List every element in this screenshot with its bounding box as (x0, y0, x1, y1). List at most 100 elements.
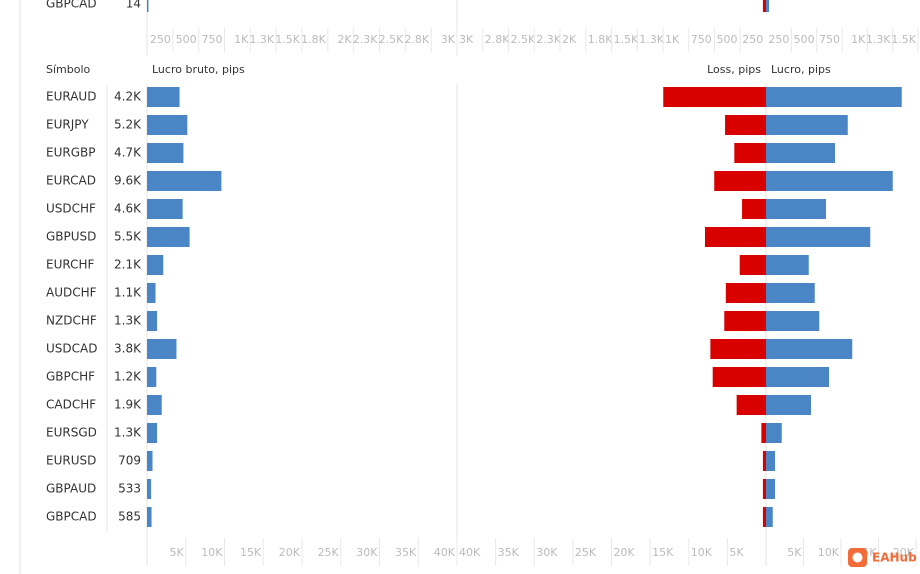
value-label: 5.5K (114, 230, 142, 244)
bar (762, 451, 766, 471)
x-tick-label: 2.8K (485, 33, 510, 46)
bar (710, 339, 766, 359)
bar (724, 311, 766, 331)
x-tick-label: 2.8K (404, 33, 429, 46)
value-label: 1.2K (114, 370, 142, 384)
x-tick-label: 500 (176, 33, 197, 46)
category-label: EURGBP (46, 146, 95, 160)
bar (734, 143, 766, 163)
category-label: EURCHF (46, 258, 95, 272)
x-tick-label: 250 (150, 33, 171, 46)
category-label: AUDCHF (46, 286, 97, 300)
category-label: USDCHF (46, 202, 96, 216)
x-tick-label: 3K (459, 33, 474, 46)
value-label: 585 (118, 510, 141, 524)
x-tick-label: 1.8K (301, 33, 326, 46)
x-tick-label: 250 (742, 33, 763, 46)
x-tick-label: 750 (691, 33, 712, 46)
value-label: 4.6K (114, 202, 142, 216)
bar (725, 115, 766, 135)
x-tick-label: 30K (536, 546, 558, 559)
x-tick-label: 20K (893, 546, 915, 559)
category-label: USDCAD (46, 342, 97, 356)
category-label: GBPCHF (46, 370, 95, 384)
value-label: 4.7K (114, 146, 142, 160)
bar (766, 507, 773, 527)
bar (766, 199, 826, 219)
bar (766, 283, 815, 303)
bar (147, 227, 190, 247)
bar (766, 87, 902, 107)
x-tick-label: 1.5K (614, 33, 639, 46)
bar (742, 199, 766, 219)
category-label: GBPCAD (46, 510, 97, 524)
x-tick-label: 500 (717, 33, 738, 46)
x-tick-label: 10K (201, 546, 223, 559)
x-tick-label: 2.3K (353, 33, 378, 46)
x-tick-label: 1.5K (275, 33, 300, 46)
bar (766, 171, 893, 191)
bar (762, 507, 766, 527)
value-label: 4.2K (114, 90, 142, 104)
watermark-icon-dot (852, 552, 863, 563)
x-tick-label: 10K (691, 546, 713, 559)
bar (712, 367, 766, 387)
bar (147, 451, 153, 471)
bar (766, 395, 811, 415)
bar (147, 115, 188, 135)
bar (147, 143, 184, 163)
x-tick-label: 500 (794, 33, 815, 46)
x-tick-label: 1.3K (639, 33, 664, 46)
x-tick-label: 2K (562, 33, 577, 46)
x-tick-label: 750 (819, 33, 840, 46)
x-tick-label: 5K (787, 546, 802, 559)
category-label: GBPUSD (46, 230, 96, 244)
x-tick-label: 1.3K (866, 33, 891, 46)
bar (663, 87, 766, 107)
x-tick-label: 2.3K (536, 33, 561, 46)
category-label: EURAUD (46, 90, 96, 104)
x-tick-label: 2.5K (379, 33, 404, 46)
bar (147, 283, 156, 303)
bar (725, 283, 766, 303)
x-tick-label: 2K (337, 33, 352, 46)
bar (147, 479, 152, 499)
category-label: EURJPY (46, 118, 89, 132)
x-tick-label: 25K (575, 546, 597, 559)
bar (766, 311, 820, 331)
value-label: 533 (118, 482, 141, 496)
bar (147, 0, 149, 12)
column-header: Símbolo (46, 63, 91, 76)
bar (147, 171, 222, 191)
value-label: 1.1K (114, 286, 142, 300)
category-label: EURUSD (46, 454, 96, 468)
category-label: GBPCAD (46, 0, 97, 11)
x-tick-label: 1K (851, 33, 866, 46)
bar (714, 171, 766, 191)
x-tick-label: 2.5K (511, 33, 536, 46)
bar (766, 0, 770, 12)
category-label: GBPAUD (46, 482, 96, 496)
series-header: Lucro, pips (771, 63, 831, 76)
bar (766, 451, 775, 471)
x-tick-label: 40K (459, 546, 481, 559)
bar (762, 479, 766, 499)
bar (766, 115, 848, 135)
value-label: 9.6K (114, 174, 142, 188)
category-label: CADCHF (46, 398, 96, 412)
bar (704, 227, 766, 247)
x-tick-label: 1K (234, 33, 249, 46)
x-tick-label: 5K (170, 546, 185, 559)
category-label: EURCAD (46, 174, 96, 188)
x-tick-label: 15K (240, 546, 262, 559)
value-label: 709 (118, 454, 141, 468)
value-label: 1.3K (114, 314, 142, 328)
value-label: 14 (126, 0, 141, 11)
bar (762, 0, 766, 12)
x-tick-label: 20K (279, 546, 301, 559)
category-label: EURSGD (46, 426, 97, 440)
bar (766, 255, 809, 275)
value-label: 1.9K (114, 398, 142, 412)
bar (766, 479, 775, 499)
